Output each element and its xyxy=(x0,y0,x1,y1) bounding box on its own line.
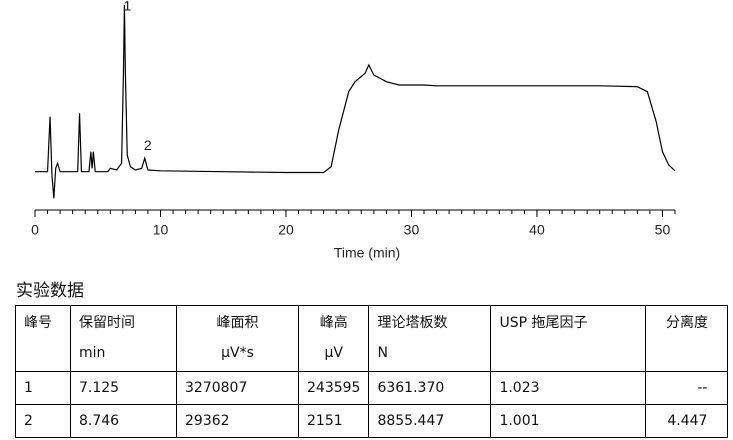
table-cell: 6361.370 xyxy=(368,371,492,405)
header-text: min xyxy=(79,345,106,361)
header-cell: 峰高 μV xyxy=(297,305,370,372)
header-text: 理论塔板数 xyxy=(377,315,448,331)
table-cell: 1 xyxy=(15,371,71,405)
header-text: N xyxy=(377,345,388,361)
table-row: 2 8.746 29362 2151 8855.447 1.001 4.447 xyxy=(15,404,729,438)
table-cell: 243595 xyxy=(297,371,370,405)
header-cell: 峰号 xyxy=(15,305,71,372)
chart: 0 10 20 30 40 50 Time (min) 1 2 xyxy=(31,0,676,261)
table-cell: 1.001 xyxy=(490,404,647,438)
table-title: 实验数据 xyxy=(16,281,84,301)
header-cell: 分离度 xyxy=(645,305,729,372)
trace xyxy=(35,4,676,199)
header-row: 峰号 保留时间 min 峰面积 μV*s 峰高 μV 理论塔板数 N USP 拖尾因子 分离度 xyxy=(15,305,729,372)
header-text: 分离度 xyxy=(665,315,708,331)
header-text: μV*s xyxy=(221,345,254,361)
header-text: 峰面积 xyxy=(216,315,259,331)
table-cell: 8.746 xyxy=(70,404,177,438)
header-text: 保留时间 xyxy=(79,315,135,331)
table-cell: 2151 xyxy=(297,404,370,438)
header-cell: USP 拖尾因子 xyxy=(490,305,647,372)
x-axis-label: Time (min) xyxy=(334,245,400,261)
table-cell: 1.023 xyxy=(490,371,647,405)
header-cell: 保留时间 min xyxy=(70,305,177,372)
peak-label: 1 xyxy=(124,0,132,14)
header-text: 峰高 xyxy=(319,315,348,331)
table-cell: 4.447 xyxy=(645,404,729,438)
table-cell: 8855.447 xyxy=(368,404,492,438)
table-cell: 7.125 xyxy=(70,371,177,405)
x-tick-label: 20 xyxy=(278,222,294,238)
table-cell: 2 xyxy=(15,404,71,438)
header-cell: 理论塔板数 N xyxy=(368,305,492,372)
table-cell: 3270807 xyxy=(176,371,299,405)
table-cell: 29362 xyxy=(176,404,299,438)
x-tick-label: 10 xyxy=(153,222,169,238)
header-text: USP 拖尾因子 xyxy=(499,315,588,331)
x-tick-label: 0 xyxy=(31,222,39,238)
table-row: 1 7.125 3270807 243595 6361.370 1.023 -- xyxy=(15,371,729,405)
header-cell: 峰面积 μV*s xyxy=(176,305,299,372)
x-tick-label: 40 xyxy=(529,222,545,238)
header-text: 峰号 xyxy=(24,315,52,331)
x-tick-label: 50 xyxy=(655,222,671,238)
x-tick-label: 30 xyxy=(404,222,420,238)
table-cell: -- xyxy=(645,371,729,405)
header-text: μV xyxy=(324,345,343,361)
peak-label: 2 xyxy=(144,137,152,153)
